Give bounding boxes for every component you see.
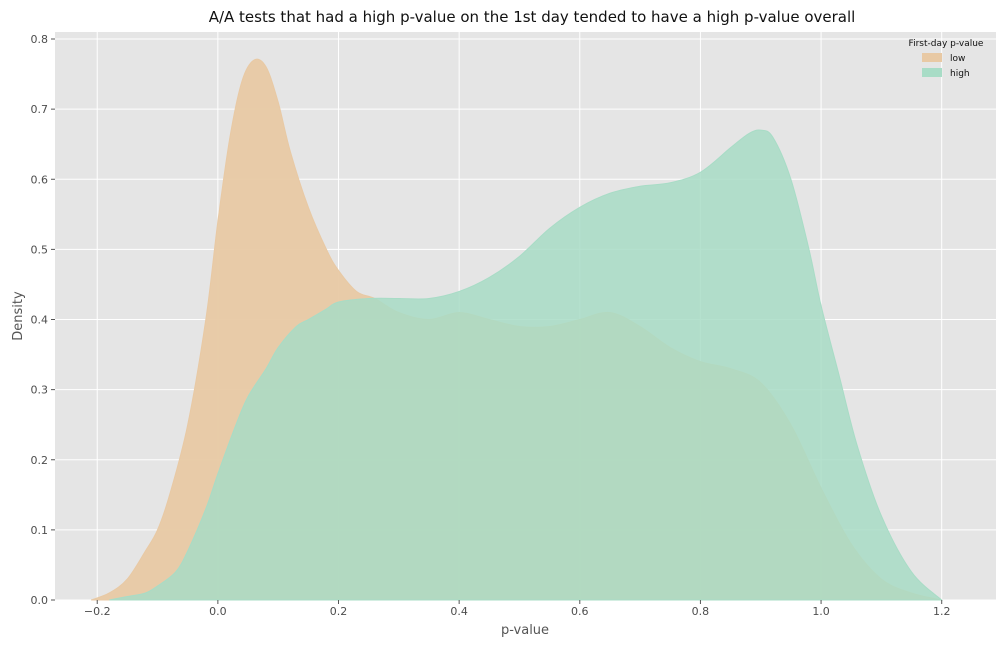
y-tick-label: 0.8 bbox=[31, 33, 49, 46]
y-tick-label: 0.2 bbox=[31, 454, 49, 467]
axis-ticks: −0.2 0.0 0.2 0.4 0.6 0.8 1.0 1.2 0.0 0.1 0.2 0.3 0.4… bbox=[31, 33, 951, 618]
x-tick-label: 0.0 bbox=[209, 605, 227, 618]
density-area-high bbox=[109, 129, 943, 601]
y-tick-label: 0.1 bbox=[31, 524, 49, 537]
legend-swatch-high bbox=[922, 68, 942, 77]
y-tick-label: 0.6 bbox=[31, 173, 49, 186]
x-tick-label: −0.2 bbox=[84, 605, 111, 618]
x-tick-label: 1.0 bbox=[812, 605, 830, 618]
x-tick-label: 0.8 bbox=[692, 605, 710, 618]
legend-label-low: low bbox=[950, 54, 965, 64]
legend-swatch-low bbox=[922, 53, 942, 62]
legend-title: First-day p-value bbox=[909, 39, 984, 49]
x-tick-label: 0.2 bbox=[330, 605, 348, 618]
legend: First-day p-value low high bbox=[909, 39, 984, 79]
x-tick-label: 0.6 bbox=[571, 605, 589, 618]
x-tick-label: 1.2 bbox=[933, 605, 951, 618]
y-tick-label: 0.7 bbox=[31, 103, 49, 116]
series-areas bbox=[91, 58, 943, 601]
y-tick-label: 0.5 bbox=[31, 243, 49, 256]
x-axis-label: p-value bbox=[501, 623, 549, 638]
y-tick-label: 0.3 bbox=[31, 384, 49, 397]
y-tick-label: 0.4 bbox=[31, 314, 49, 327]
x-tick-label: 0.4 bbox=[450, 605, 468, 618]
legend-label-high: high bbox=[950, 69, 970, 79]
y-tick-label: 0.0 bbox=[31, 594, 49, 607]
chart-title: A/A tests that had a high p-value on the… bbox=[209, 8, 856, 26]
y-axis-label: Density bbox=[11, 291, 26, 341]
